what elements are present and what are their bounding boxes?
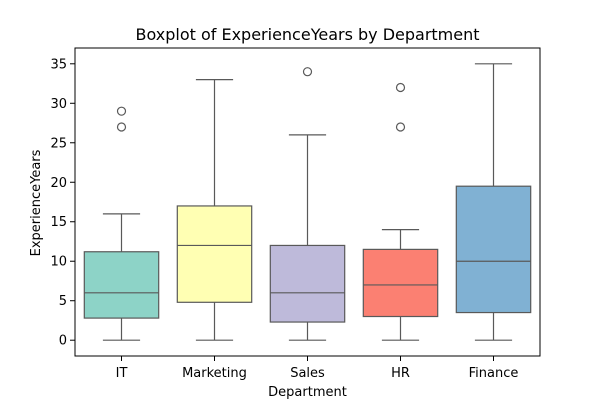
box-body [269,244,346,323]
box-group-finance [455,63,532,341]
x-tick-label: Sales [290,366,325,381]
box-body [362,248,439,318]
y-tick-label: 5 [59,294,67,309]
outlier-point [116,106,127,116]
y-tick-label: 20 [50,176,67,191]
y-tick-label: 30 [50,97,67,112]
y-tick-label: 35 [50,57,67,72]
box-group-hr [362,82,439,341]
y-axis-label: ExperienceYears [29,149,44,256]
y-axis: 0 5 10 15 20 25 30 35 [50,57,75,349]
box-body [83,251,160,319]
outlier-point [302,67,313,77]
y-tick-label: 15 [50,215,67,230]
x-tick-label: Marketing [182,366,247,381]
plot-content [83,63,532,341]
box-group-it [83,106,160,341]
x-axis-label: Department [268,385,347,400]
y-tick-label: 0 [59,334,67,349]
y-tick-label: 10 [50,255,67,270]
x-tick-label: IT [116,366,128,381]
y-tick-label: 25 [50,136,67,151]
outlier-point [395,82,406,93]
outlier-point [395,122,406,132]
box-body [455,185,532,314]
box-group-sales [269,67,346,341]
box-group-marketing [176,78,253,341]
chart-title: Boxplot of ExperienceYears by Department [135,25,479,44]
x-axis: IT Marketing Sales HR Finance [116,356,519,381]
x-tick-label: HR [391,366,410,381]
x-tick-label: Finance [469,366,519,381]
box-body [176,205,253,303]
outlier-point [116,122,127,132]
